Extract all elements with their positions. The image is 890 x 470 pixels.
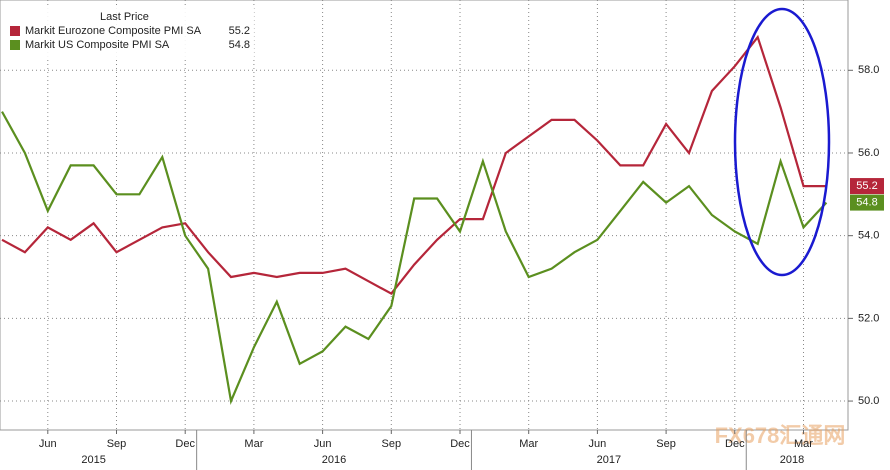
series-line [1, 34, 827, 296]
legend-swatch [10, 40, 20, 50]
y-tick-label: 54.0 [858, 230, 879, 242]
x-tick-label: Jun [39, 438, 57, 450]
year-label: 2016 [322, 454, 346, 466]
x-tick-label: Sep [107, 438, 127, 450]
legend-box [4, 6, 254, 58]
x-tick-label: Mar [244, 438, 263, 450]
year-label: 2017 [597, 454, 621, 466]
year-label: 2015 [81, 454, 105, 466]
x-tick-label: Jun [589, 438, 607, 450]
series-line [1, 111, 828, 405]
x-tick-label: Sep [656, 438, 676, 450]
last-value-tag [850, 178, 884, 195]
x-tick-label: Mar [519, 438, 538, 450]
last-value-label: 54.8 [856, 197, 877, 209]
grid [0, 0, 848, 430]
series-lines [1, 34, 828, 405]
y-tick-label: 52.0 [858, 312, 879, 324]
x-tick-label: Dec [175, 438, 195, 450]
plot-frame [0, 0, 849, 431]
legend-value: 54.8 [229, 39, 250, 51]
watermark: FX678汇通网 [715, 423, 846, 448]
legend: Last Price Markit Eurozone Composite PMI… [4, 6, 254, 58]
x-tick-label: Dec [725, 438, 745, 450]
y-tick-label: 56.0 [858, 147, 879, 159]
highlight-ellipse [733, 7, 831, 277]
x-tick-label: Mar [794, 438, 813, 450]
y-tick-label: 50.0 [858, 395, 879, 407]
legend-swatch [10, 26, 20, 36]
year-label: 2018 [780, 454, 804, 466]
x-tick-label: Jun [314, 438, 332, 450]
last-value-tag [850, 194, 884, 211]
legend-label: Markit Eurozone Composite PMI SA [25, 25, 202, 37]
x-tick-label: Sep [382, 438, 402, 450]
y-tick-label: 58.0 [858, 64, 879, 76]
x-tick-label: Dec [450, 438, 470, 450]
legend-label: Markit US Composite PMI SA [25, 39, 170, 51]
legend-value: 55.2 [229, 25, 250, 37]
legend-title: Last Price [100, 11, 149, 23]
last-value-label: 55.2 [856, 180, 877, 192]
